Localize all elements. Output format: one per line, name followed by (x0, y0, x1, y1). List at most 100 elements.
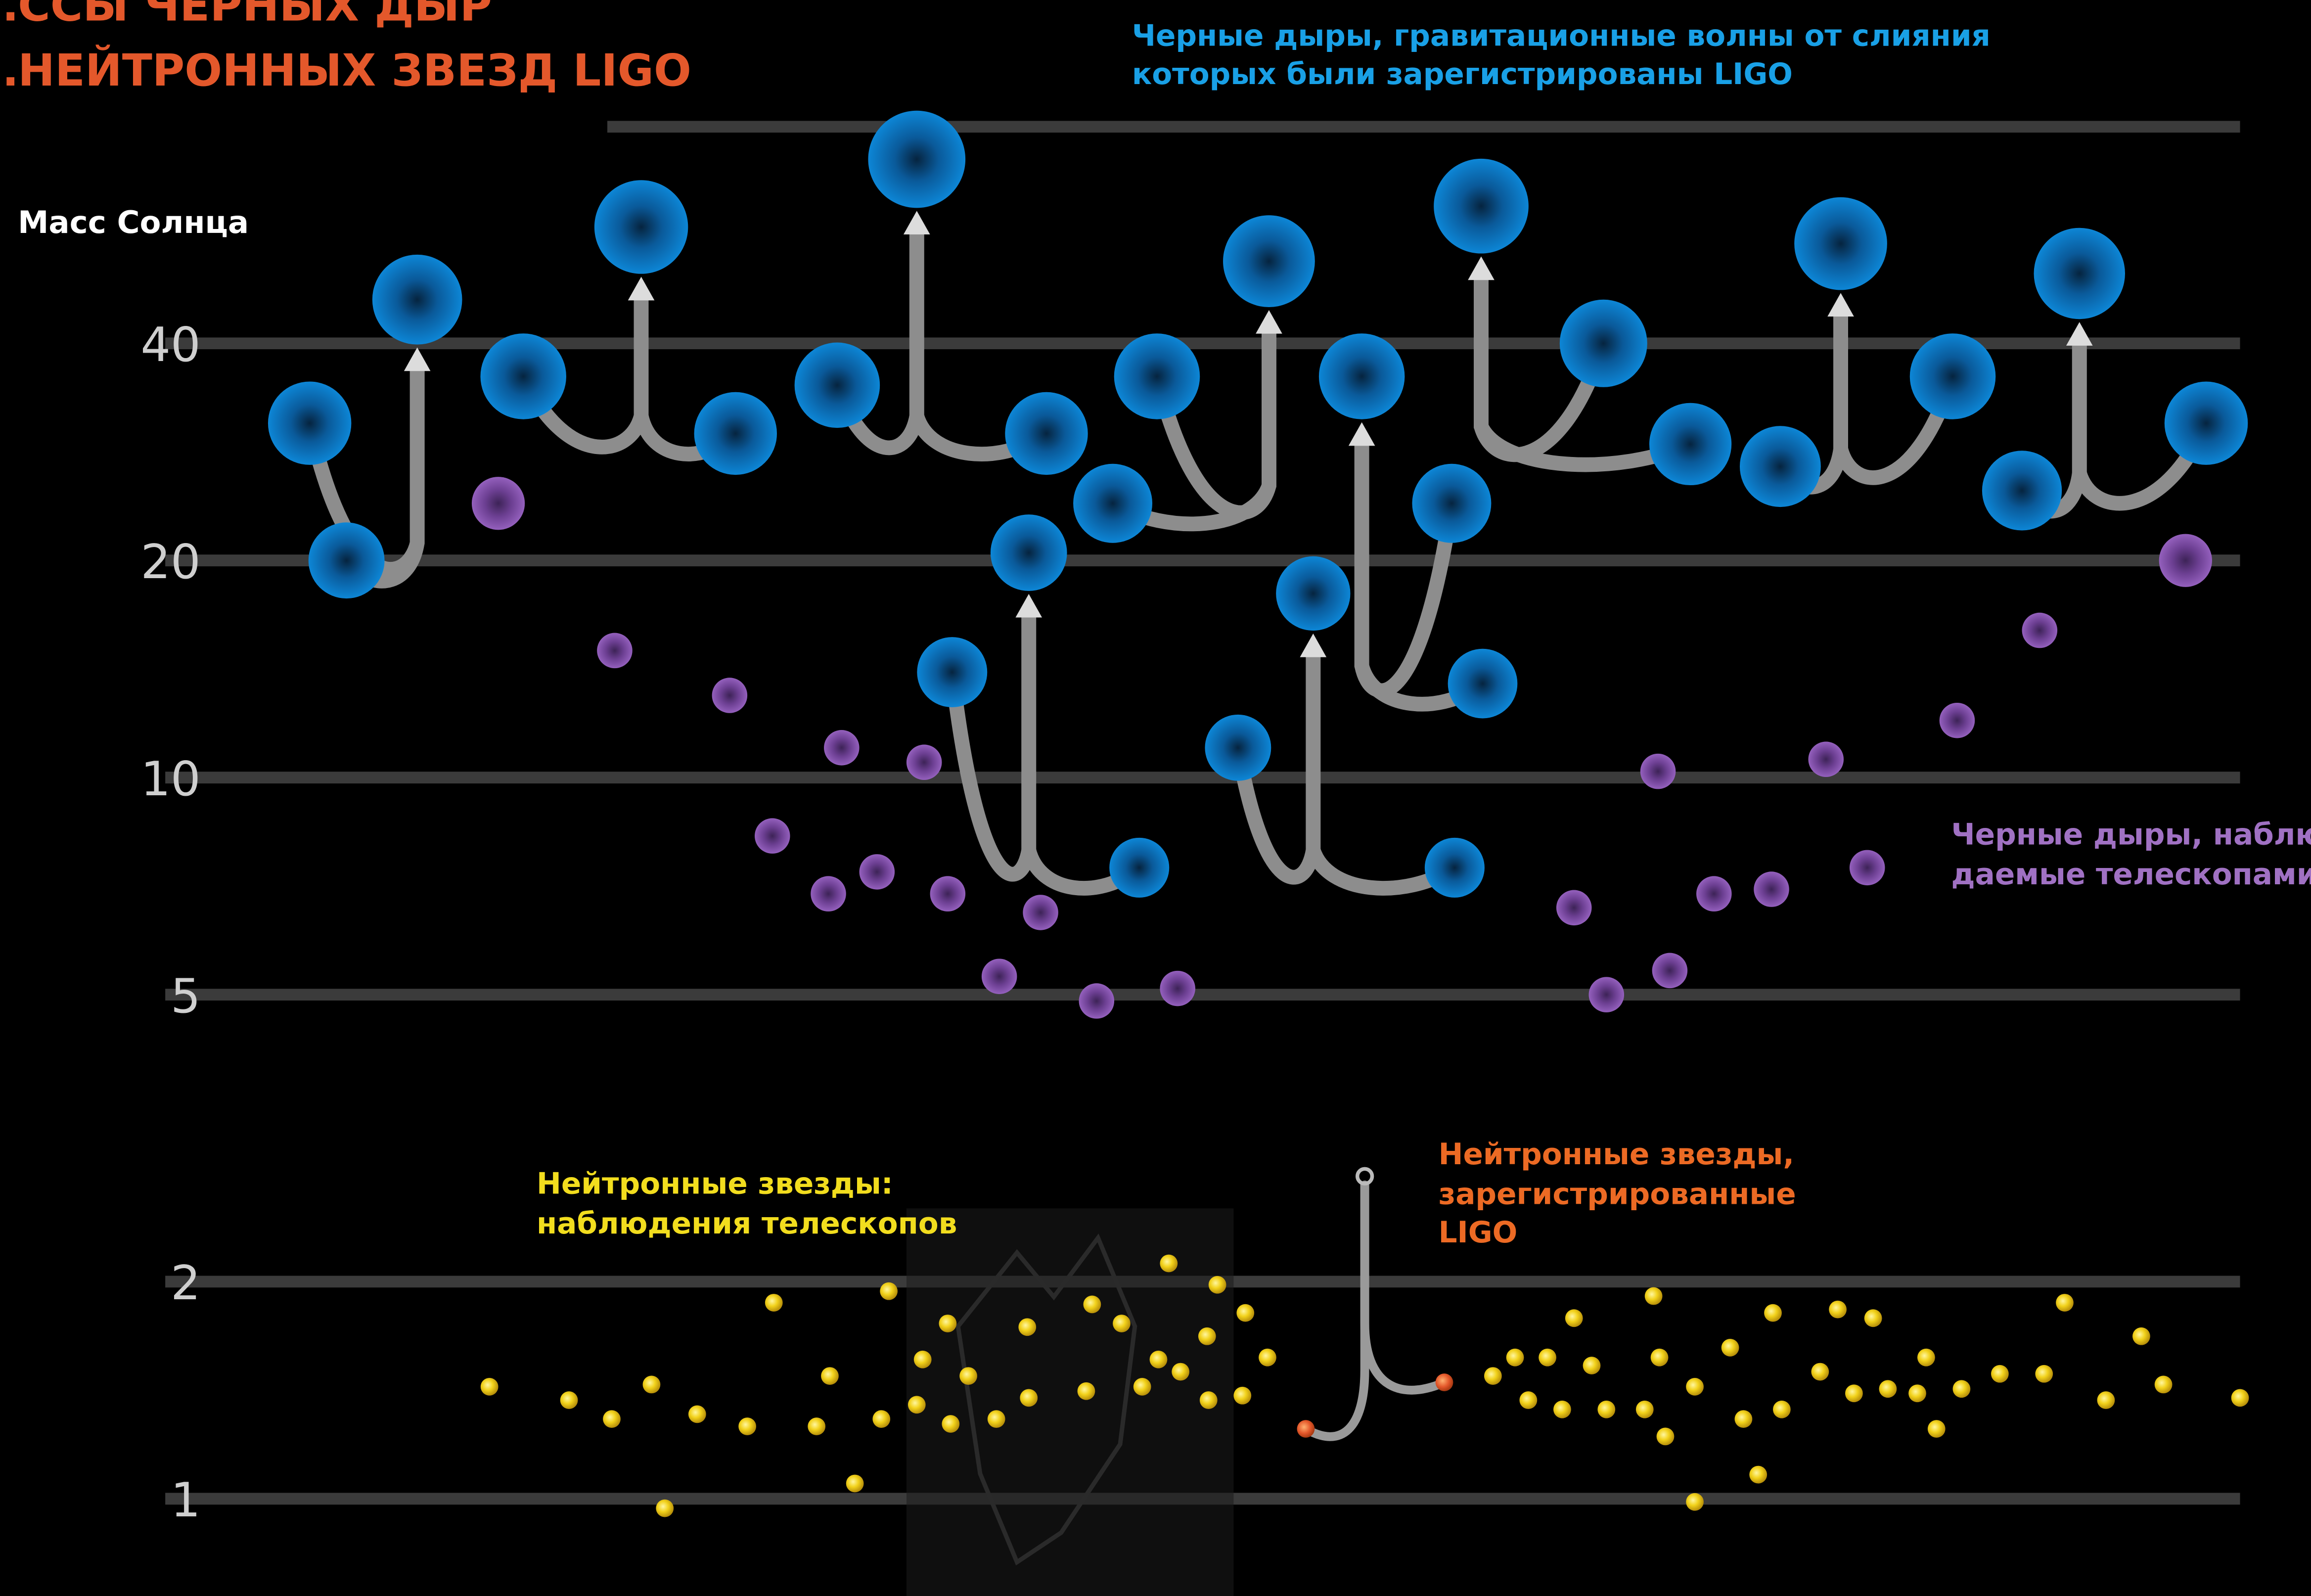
ligo-bh-merger-1-component-1 (268, 381, 352, 465)
telescope-ns-point-50 (1734, 1410, 1753, 1428)
telescope-bh-point-3 (712, 678, 748, 713)
annotation-ligo-bh-line-2: которых были зарегистрированы LIGO (1132, 57, 1793, 91)
merger-10-arrow (2066, 322, 2093, 346)
telescope-ns-point-25 (1133, 1377, 1151, 1396)
telescope-ns-point-17 (942, 1415, 960, 1433)
ligo-bh-merger-5-component-2 (1114, 333, 1200, 419)
telescope-ns-point-61 (1927, 1420, 1946, 1438)
ligo-bh-merger-2-component-2 (694, 392, 777, 475)
telescope-bh-point-8 (906, 744, 942, 780)
telescope-ns-point-26 (1149, 1350, 1168, 1368)
telescope-ns-point-45 (1650, 1348, 1669, 1367)
telescope-ns-point-7 (738, 1417, 757, 1435)
telescope-bh-point-9 (930, 876, 966, 912)
telescope-bh-point-12 (1079, 983, 1115, 1019)
ligo-bh-merger-1-remnant (372, 254, 462, 345)
telescope-ns-point-33 (1236, 1304, 1255, 1322)
telescope-ns-point-30 (1199, 1391, 1218, 1409)
telescope-ns-point-6 (688, 1405, 706, 1423)
annotation-ligo-bh-line-1: Черные дыры, гравитационные волны от сли… (1132, 19, 1991, 53)
telescope-ns-point-32 (1233, 1386, 1252, 1405)
telescope-ns-point-16 (939, 1315, 957, 1332)
merger-5-arc-2 (1149, 323, 1276, 520)
telescope-ns-point-11 (846, 1474, 864, 1493)
telescope-ns-point-18 (959, 1367, 977, 1385)
merger-4-arc-1 (945, 607, 1037, 882)
telescope-ns-point-28 (1172, 1363, 1190, 1381)
ligo-bh-merger-2-component-1 (480, 333, 566, 419)
watermark (906, 1208, 1234, 1596)
ligo-bh-merger-2-remnant (594, 180, 688, 274)
ligo-bh-merger-3-component-2 (1005, 392, 1088, 475)
telescope-ns-point-19 (987, 1410, 1005, 1428)
ligo-bh-merger-1-component-2 (308, 522, 385, 599)
telescope-ns-point-64 (2035, 1365, 2053, 1383)
telescope-bh-point-22 (1939, 702, 1975, 738)
telescope-bh-point-21 (1849, 850, 1885, 886)
merger-2-arrow (628, 276, 655, 301)
telescope-ns-point-8 (765, 1294, 783, 1312)
telescope-bh-point-18 (1696, 876, 1732, 912)
ligo-bh-merger-7-component-1 (1412, 463, 1492, 543)
y-tick-label-1: 1 (171, 1473, 201, 1528)
y-tick-label-5: 5 (171, 969, 201, 1024)
chart-title-line-1: …ССЫ ЧЕРНЫХ ДЫР (0, 0, 492, 32)
telescope-ns-point-9 (808, 1417, 826, 1435)
ligo-bh-merger-6-component-2 (1424, 837, 1485, 898)
telescope-ns-point-4 (642, 1375, 661, 1394)
telescope-bh-point-16 (1640, 753, 1676, 789)
telescope-ns-point-69 (2231, 1389, 2249, 1407)
merger-1-arrow (404, 347, 431, 371)
telescope-bh-point-14 (1556, 890, 1592, 926)
telescope-ns-point-10 (821, 1367, 839, 1385)
telescope-ns-point-59 (1908, 1384, 1926, 1403)
telescope-ns-point-22 (1077, 1382, 1095, 1400)
annotation-telescope-bh-line-1: Черные дыры, наблю- (1951, 818, 2311, 852)
telescope-ns-point-36 (1506, 1348, 1524, 1367)
telescope-ns-point-63 (1991, 1365, 2009, 1383)
annotation-ligo-ns-line-2: зарегистрированные (1439, 1177, 1796, 1211)
telescope-ns-point-57 (1864, 1309, 1882, 1327)
ligo-bh-merger-9-remnant (1794, 197, 1887, 290)
telescope-bh-point-17 (1652, 953, 1688, 989)
ligo-bh-merger-10-component-1 (1982, 451, 2062, 531)
annotation-telescope-ns-line-1: Нейтронные звезды: (537, 1167, 893, 1201)
annotation-ligo-ns-line-3: LIGO (1439, 1216, 1518, 1250)
ligo-bh-merger-5-component-1 (1073, 463, 1153, 543)
telescope-ns-point-51 (1749, 1465, 1767, 1484)
y-tick-labels: 1 2 5 10 20 40 (140, 318, 200, 1528)
ligo-bh-merger-7-remnant (1318, 333, 1405, 419)
chart-title-line-2: …НЕЙТРОННЫХ ЗВЕЗД LIGO (0, 45, 691, 96)
y-tick-label-40: 40 (140, 318, 200, 372)
ligo-bh-merger-3-component-1 (794, 342, 880, 428)
telescope-ns-point-67 (2132, 1327, 2150, 1345)
telescope-ns-point-37 (1519, 1391, 1538, 1409)
telescope-bh-point-4 (755, 818, 790, 854)
merger-4-arrow (1015, 593, 1042, 618)
telescope-ns-point-3 (603, 1410, 621, 1428)
telescope-ns-point-52 (1764, 1304, 1782, 1322)
telescope-ns-point-47 (1686, 1493, 1704, 1511)
data-points (268, 110, 2249, 1517)
telescope-ns-point-44 (1644, 1287, 1663, 1305)
merger-8-arrow (1468, 256, 1495, 280)
telescope-ns-point-41 (1583, 1357, 1601, 1374)
telescope-bh-point-10 (981, 958, 1017, 994)
telescope-bh-point-13 (1160, 970, 1195, 1006)
merger-10-arc-2 (2072, 335, 2214, 511)
telescope-bh-point-20 (1808, 741, 1844, 777)
telescope-bh-point-7 (859, 854, 895, 890)
telescope-ns-point-48 (1686, 1377, 1704, 1396)
merger-7-arrow (1348, 422, 1375, 446)
telescope-ns-point-12 (872, 1410, 891, 1428)
telescope-ns-point-2 (560, 1391, 578, 1409)
ligo-ns-merger-remnant (1355, 1167, 1374, 1186)
telescope-ns-point-40 (1565, 1309, 1583, 1327)
telescope-ns-point-55 (1829, 1300, 1847, 1319)
telescope-ns-point-1 (480, 1377, 498, 1396)
merger-3-arrow (903, 211, 930, 235)
ligo-bh-merger-10-component-2 (2164, 381, 2248, 465)
telescope-bh-point-15 (1588, 977, 1625, 1012)
telescope-ns-point-65 (2056, 1294, 2074, 1312)
telescope-ns-point-54 (1811, 1363, 1829, 1381)
